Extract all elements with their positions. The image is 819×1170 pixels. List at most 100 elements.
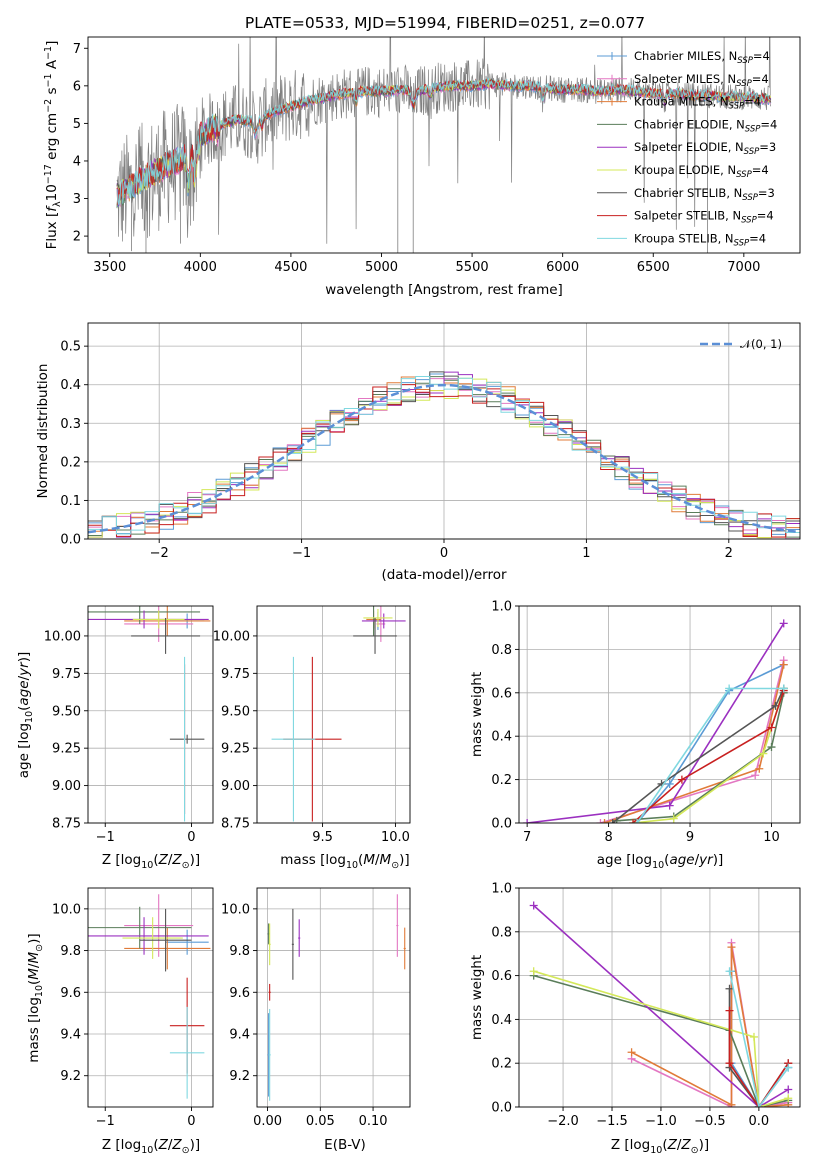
label-part: M bbox=[363, 852, 375, 868]
weight-marker-kroupa-stelib bbox=[784, 1063, 793, 1072]
label-part: 10 bbox=[346, 860, 358, 871]
label-part: log bbox=[26, 997, 42, 1018]
weight-marker-salpeter-elodie bbox=[779, 619, 788, 628]
legend-name: Chabrier STELIB, N bbox=[634, 186, 742, 200]
weight-marker-salpeter-elodie bbox=[523, 819, 532, 823]
model-spectrum-kroupa-stelib bbox=[116, 76, 771, 206]
axes-frame bbox=[87, 36, 801, 254]
y-tick-label: 9.4 bbox=[60, 1028, 81, 1043]
legend-sub: SSP bbox=[744, 147, 760, 157]
label-part: / bbox=[16, 675, 32, 680]
legend-name: Kroupa STELIB, N bbox=[634, 231, 734, 245]
label-part: ( bbox=[153, 852, 158, 868]
y-axis-label: mass weight bbox=[469, 955, 485, 1040]
label-part: Z bbox=[171, 1137, 182, 1153]
x-tick-label: 0.0 bbox=[749, 1114, 770, 1129]
weight-marker-salpeter-miles bbox=[751, 771, 760, 780]
y-tick-label: 10.00 bbox=[213, 629, 250, 644]
label-part: 10 bbox=[141, 860, 153, 871]
plot-area bbox=[529, 901, 793, 1107]
plot-area bbox=[116, 37, 772, 253]
legend-label-chabrier-elodie: Chabrier ELODIE, NSSP=4 bbox=[634, 117, 777, 134]
x-tick-label: 7 bbox=[523, 830, 531, 845]
x-axis-label: mass [log10(M/M⊙)] bbox=[280, 852, 409, 871]
label-part: ⊙ bbox=[182, 860, 190, 871]
legend-label-kroupa-stelib: Kroupa STELIB, NSSP=4 bbox=[634, 231, 766, 248]
y-tick-label: 0.3 bbox=[60, 417, 81, 432]
plot-area bbox=[88, 371, 800, 539]
label-part: ( bbox=[664, 852, 669, 868]
weight-marker-kroupa-elodie bbox=[669, 814, 678, 823]
y-tick-label: 0.5 bbox=[60, 340, 81, 355]
label-part: age bbox=[669, 852, 694, 868]
legend-count: =3 bbox=[758, 186, 775, 200]
y-tick-label: 0.0 bbox=[491, 1101, 512, 1116]
label-part: ( bbox=[153, 1137, 158, 1153]
label-part: / bbox=[168, 1137, 173, 1153]
x-tick-label: −0.5 bbox=[694, 1114, 726, 1129]
weight-marker-salpeter-elodie bbox=[784, 1085, 793, 1094]
weight-marker-kroupa-elodie bbox=[784, 1094, 793, 1103]
gaussian-reference-curve bbox=[88, 383, 800, 534]
legend-count: =4 bbox=[744, 95, 761, 109]
x-tick-label: 2 bbox=[725, 546, 733, 561]
y-tick-label: 9.25 bbox=[221, 742, 250, 757]
legend-count: =4 bbox=[760, 117, 777, 131]
legend-sub: SSP bbox=[745, 124, 761, 134]
x-tick-label: 8 bbox=[604, 830, 612, 845]
axes-frame bbox=[87, 322, 801, 540]
label-part: f bbox=[44, 205, 60, 212]
legend-sub: SSP bbox=[734, 238, 750, 248]
weight-line-salpeter-elodie bbox=[533, 904, 789, 1107]
y-tick-label: 0.6 bbox=[491, 969, 512, 984]
legend-label-chabrier-stelib: Chabrier STELIB, NSSP=3 bbox=[634, 186, 775, 203]
weight-marker-salpeter-elodie bbox=[665, 801, 674, 810]
weight-marker-kroupa-miles bbox=[727, 943, 736, 952]
weight-marker-kroupa-elodie bbox=[529, 967, 538, 976]
weight-marker-salpeter-stelib bbox=[677, 775, 686, 784]
label-part: Z bbox=[158, 852, 169, 868]
weight-marker-kroupa-stelib bbox=[779, 684, 788, 693]
axes-frame bbox=[256, 887, 411, 1108]
x-tick-label: 4000 bbox=[184, 260, 217, 275]
label-part: Z bbox=[158, 1137, 169, 1153]
label-part: log bbox=[121, 852, 142, 868]
weight-marker-kroupa-stelib bbox=[754, 1103, 763, 1107]
weight-marker-salpeter-stelib bbox=[725, 1059, 734, 1068]
metallicity-massweight-panel: −2.0 −1.5 −1.0 −0.5 0.0 0.0 0.2 0.4 0.6 0.8 1.0 mas… bbox=[469, 882, 801, 1156]
plot-area bbox=[88, 606, 211, 822]
y-tick-label: 10.0 bbox=[221, 902, 250, 917]
x-tick-label: −1.5 bbox=[596, 1114, 628, 1129]
weight-line-chabrier-elodie bbox=[533, 974, 789, 1107]
weight-line-kroupa-elodie bbox=[533, 970, 789, 1107]
y-tick-label: 9.8 bbox=[60, 944, 81, 959]
y-tick-label: 0.2 bbox=[60, 455, 81, 470]
weight-marker-kroupa-stelib bbox=[633, 819, 642, 823]
x-tick-label: 0 bbox=[187, 830, 195, 845]
histogram-salpeter-stelib bbox=[88, 384, 800, 538]
y-tick-label: 9.50 bbox=[52, 704, 81, 719]
legend-name: Salpeter STELIB, N bbox=[634, 209, 741, 223]
x-tick-label: 0 bbox=[440, 546, 448, 561]
label-part: )] bbox=[399, 852, 410, 868]
label-part: )] bbox=[190, 852, 201, 868]
y-axis-label: Flux [fλ10−17 erg cm−2 s−1 A−1] bbox=[43, 41, 63, 250]
y-tick-label: 1.0 bbox=[491, 882, 512, 897]
label-part: 10 bbox=[24, 711, 35, 723]
plot-area bbox=[523, 619, 788, 823]
weight-marker-salpeter-stelib bbox=[725, 1006, 734, 1015]
label-part: −1 bbox=[43, 73, 54, 87]
label-part: log bbox=[631, 852, 652, 868]
legend-sub: SSP bbox=[729, 102, 745, 112]
histogram-salpeter-elodie bbox=[88, 371, 800, 538]
y-axis-label: Normed distribution bbox=[35, 364, 51, 499]
y-tick-label: 9.6 bbox=[229, 986, 250, 1001]
label-part: Z bbox=[680, 1137, 691, 1153]
label-part: erg cm bbox=[44, 113, 60, 164]
y-tick-label: 7 bbox=[73, 42, 81, 57]
y-tick-label: 2 bbox=[73, 230, 81, 245]
x-tick-label: 6500 bbox=[637, 260, 670, 275]
weight-marker-kroupa-miles bbox=[755, 764, 764, 773]
y-tick-label: 0.8 bbox=[491, 643, 512, 658]
